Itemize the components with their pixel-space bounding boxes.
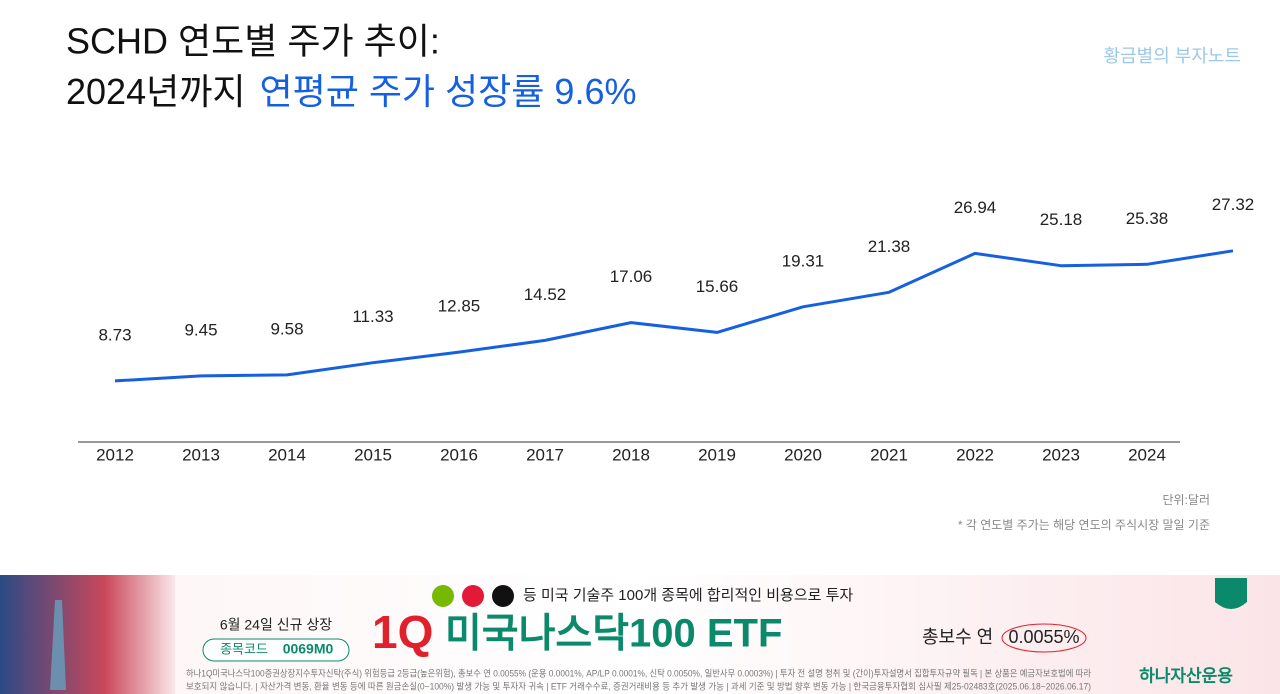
flag-image: [0, 575, 175, 694]
data-label: 9.45: [184, 320, 217, 339]
x-tick-label: 2015: [354, 445, 392, 464]
listing: 6월 24일 신규 상장: [220, 617, 332, 633]
data-label: 27.32: [1212, 195, 1255, 214]
data-label: 25.18: [1040, 210, 1083, 229]
data-label: 25.38: [1126, 209, 1169, 228]
fee: 0.0055%: [1008, 627, 1079, 647]
x-tick-label: 2020: [784, 445, 822, 464]
title-highlight: 연평균 주가 성장률 9.6%: [259, 71, 636, 112]
x-tick-label: 2018: [612, 445, 650, 464]
x-tick-label: 2014: [268, 445, 306, 464]
title-line: 2024년까지 연평균 주가 성장률 9.6%: [66, 71, 636, 112]
fee-label: 총보수 연: [922, 627, 993, 647]
banner-bg: [0, 575, 1280, 694]
line: [114, 249, 1234, 383]
x-tick-label: 2013: [182, 445, 220, 464]
x-tick-label: 2021: [870, 445, 908, 464]
code-pill: [202, 638, 350, 662]
x-tick-label: 2023: [1042, 445, 1080, 464]
logo-icon: [432, 585, 454, 607]
title-line: SCHD 연도별 주가 추이:: [66, 21, 440, 62]
logo-icon: [492, 585, 514, 607]
x-tick-label: 2024: [1128, 445, 1166, 464]
x-tick-label: 2017: [526, 445, 564, 464]
data-label: 21.38: [868, 237, 911, 256]
banner: 등 미국 기술주 100개 종목에 합리적인 비용으로 투자 6월 24일 신규…: [0, 575, 1280, 694]
footnote: * 각 연도별 주가는 해당 연도의 주식시장 말일 기준: [958, 518, 1210, 532]
company: 하나자산운용: [1139, 666, 1233, 685]
watermark: 황금별의 부자노트: [1104, 46, 1241, 66]
x-tick-label: 2016: [440, 445, 478, 464]
data-label: 11.33: [352, 307, 393, 326]
x-tick-label: 2022: [956, 445, 994, 464]
data-label: 15.66: [696, 277, 739, 296]
data-label: 12.85: [438, 297, 481, 316]
banner-tagline: 등 미국 기술주 100개 종목에 합리적인 비용으로 투자: [523, 587, 853, 604]
x-tick-label: 2019: [698, 445, 736, 464]
code-label: 종목코드: [220, 641, 268, 656]
data-label: 8.73: [98, 325, 131, 344]
data-label: 9.58: [270, 319, 303, 338]
unit-note: 단위:달러: [1163, 493, 1211, 507]
fine-print: 보호되지 않습니다. | 자산가격 변동, 환율 변동 등에 따른 원금손실(0…: [186, 680, 1091, 691]
data-label: 17.06: [610, 267, 653, 286]
fine-print: 하나1Q미국나스닥100증권상장지수투자신탁(주식) 위험등급 2등급(높은위험…: [186, 667, 1092, 678]
company-badge: [1215, 578, 1247, 609]
product: 미국나스닥100 ETF: [445, 612, 782, 656]
brand: 1Q: [372, 606, 433, 658]
data-label: 26.94: [954, 198, 997, 217]
data-label: 19.31: [782, 251, 825, 270]
title-part: 2024년까지: [66, 71, 245, 112]
x-tick-label: 2012: [96, 445, 134, 464]
logo-icon: [462, 585, 484, 607]
code: 0069M0: [283, 641, 334, 657]
statue: [50, 600, 66, 690]
data-label: 14.52: [524, 285, 567, 304]
fee-circle: [1001, 623, 1087, 653]
